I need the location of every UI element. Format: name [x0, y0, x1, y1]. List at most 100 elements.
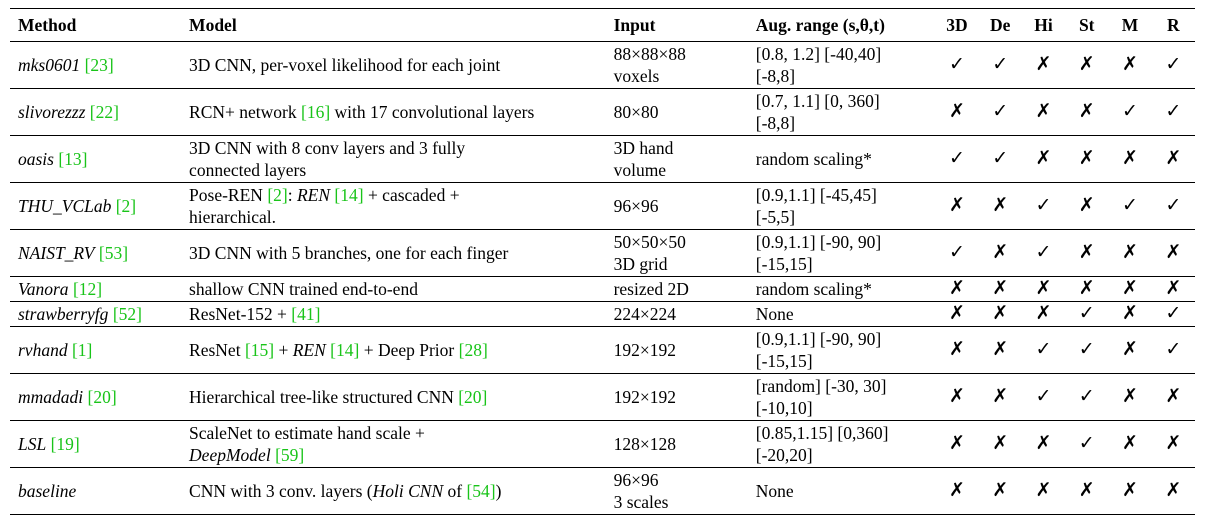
method-name: LSL — [18, 434, 47, 454]
check-mark-icon: ✓ — [1078, 303, 1095, 324]
method-name: THU_VCLab — [18, 196, 112, 216]
cross-mark-icon: ✗ — [1078, 101, 1095, 122]
flag-cell: ✓ — [1152, 327, 1195, 374]
flag-cell: ✗ — [1152, 468, 1195, 515]
flag-cell: ✓ — [935, 136, 978, 183]
flag-cell: ✗ — [979, 374, 1022, 421]
flag-cell: ✓ — [1022, 230, 1065, 277]
table-row: oasis [13] 3D CNN with 8 conv layers and … — [10, 136, 1195, 183]
model-text: RCN+ network — [189, 102, 301, 122]
flag-cell: ✗ — [1152, 136, 1195, 183]
method-citation: [53] — [98, 243, 129, 263]
cross-mark-icon: ✗ — [1165, 148, 1182, 169]
model-cell: ScaleNet to estimate hand scale + DeepMod… — [181, 421, 606, 468]
method-citation: [23] — [84, 55, 114, 75]
method-cell: baseline — [10, 468, 181, 515]
check-mark-icon: ✓ — [1122, 195, 1138, 216]
cross-mark-icon: ✗ — [948, 278, 965, 299]
input-cell: 50×50×50 3D grid — [606, 230, 748, 277]
check-mark-icon: ✓ — [992, 101, 1009, 122]
method-name: rvhand — [18, 340, 68, 360]
aug-line: [0.9,1.1] [-90, 90] — [755, 232, 882, 252]
cross-mark-icon: ✗ — [948, 101, 965, 122]
flag-cell: ✗ — [1108, 42, 1151, 89]
method-cell: Vanora [12] — [10, 277, 181, 302]
aug-line: [-5,5] — [755, 207, 796, 227]
model-text: ) — [495, 481, 502, 501]
check-mark-icon: ✓ — [1035, 242, 1052, 263]
model-text: shallow CNN trained end-to-end — [189, 279, 418, 299]
flag-cell: ✗ — [979, 302, 1022, 327]
input-cell: 80×80 — [606, 89, 748, 136]
cross-mark-icon: ✗ — [1078, 54, 1095, 75]
cross-mark-icon: ✗ — [1122, 278, 1138, 299]
aug-line: random scaling* — [755, 279, 872, 299]
flag-cell: ✓ — [979, 42, 1022, 89]
flag-cell: ✗ — [1065, 183, 1108, 230]
cross-mark-icon: ✗ — [992, 433, 1009, 454]
header-flag-3d: 3D — [946, 15, 968, 35]
input-line: 192×192 — [613, 340, 676, 360]
flag-cell: ✗ — [1022, 468, 1065, 515]
method-cell: mmadadi [20] — [10, 374, 181, 421]
method-citation: [20] — [87, 387, 117, 407]
model-citation: [14] — [330, 340, 360, 360]
header-flag-st: St — [1078, 15, 1095, 35]
flag-cell: ✓ — [1065, 327, 1108, 374]
flag-cell: ✗ — [1065, 89, 1108, 136]
flag-cell: ✗ — [1108, 468, 1151, 515]
check-mark-icon: ✓ — [948, 242, 965, 263]
cross-mark-icon: ✗ — [992, 303, 1009, 324]
input-line: 50×50×50 — [613, 232, 686, 252]
model-text: + cascaded + — [363, 185, 460, 205]
method-cell: mks0601 [23] — [10, 42, 181, 89]
cross-mark-icon: ✗ — [1122, 480, 1138, 501]
input-cell: 88×88×88 voxels — [606, 42, 748, 89]
cross-mark-icon: ✗ — [948, 195, 965, 216]
aug-line: None — [755, 481, 794, 501]
table-row: THU_VCLab [2] Pose-REN [2]: REN [14] + ca… — [10, 183, 1195, 230]
cross-mark-icon: ✗ — [992, 339, 1009, 360]
check-mark-icon: ✓ — [1165, 303, 1182, 324]
flag-cell: ✗ — [1108, 277, 1151, 302]
cross-mark-icon: ✗ — [1078, 480, 1095, 501]
aug-cell: [0.7, 1.1] [0, 360] [-8,8] — [748, 89, 936, 136]
cross-mark-icon: ✗ — [1165, 278, 1182, 299]
flag-cell: ✓ — [1152, 302, 1195, 327]
flag-cell: ✓ — [979, 136, 1022, 183]
table-row: rvhand [1] ResNet [15] + REN [14] + Deep … — [10, 327, 1195, 374]
model-citation: [59] — [275, 445, 305, 465]
cross-mark-icon: ✗ — [992, 242, 1009, 263]
method-citation: [12] — [72, 279, 103, 299]
cross-mark-icon: ✗ — [1122, 386, 1138, 407]
input-line: voxels — [613, 66, 660, 86]
model-text: + — [274, 340, 293, 360]
aug-line: [0.7, 1.1] [0, 360] — [755, 91, 880, 111]
flag-cell: ✓ — [1065, 374, 1108, 421]
input-line: resized 2D — [613, 279, 689, 299]
flag-cell: ✗ — [1108, 327, 1151, 374]
method-citation: [19] — [50, 434, 80, 454]
cross-mark-icon: ✗ — [1122, 54, 1138, 75]
flag-cell: ✗ — [1108, 230, 1151, 277]
cross-mark-icon: ✗ — [1165, 480, 1182, 501]
input-line: 88×88×88 — [613, 44, 686, 64]
aug-cell: [0.85,1.15] [0,360] [-20,20] — [748, 421, 936, 468]
cross-mark-icon: ✗ — [1035, 303, 1052, 324]
model-cell: RCN+ network [16] with 17 convolutional … — [181, 89, 606, 136]
flag-cell: ✗ — [1065, 136, 1108, 183]
method-citation: [1] — [71, 340, 93, 360]
table-row: slivorezzz [22] RCN+ network [16] with 17… — [10, 89, 1195, 136]
model-citation: [20] — [458, 387, 488, 407]
model-text: 3D CNN with 8 conv layers and 3 fully — [189, 138, 466, 158]
table-row: mmadadi [20] Hierarchical tree-like struc… — [10, 374, 1195, 421]
table-row: baseline CNN with 3 conv. layers (Holi CN… — [10, 468, 1195, 515]
flag-cell: ✗ — [1022, 277, 1065, 302]
method-name: baseline — [18, 481, 77, 501]
aug-cell: None — [748, 302, 936, 327]
input-cell: 96×96 3 scales — [606, 468, 748, 515]
flag-cell: ✓ — [935, 230, 978, 277]
cross-mark-icon: ✗ — [948, 303, 965, 324]
method-cell: THU_VCLab [2] — [10, 183, 181, 230]
flag-cell: ✗ — [1022, 89, 1065, 136]
